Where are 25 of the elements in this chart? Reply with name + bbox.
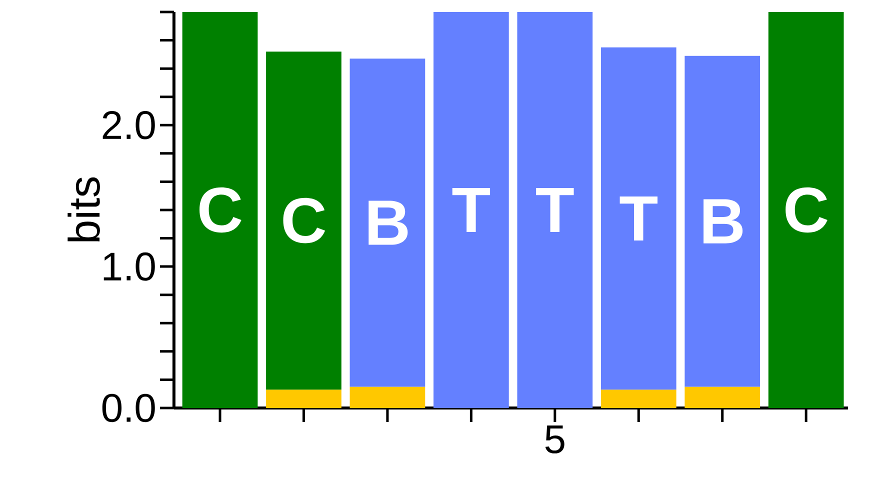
bar <box>434 12 509 408</box>
bar <box>684 56 760 387</box>
bar <box>350 386 426 408</box>
y-tick-label: 0.0 <box>102 394 155 422</box>
y-tick-label: 2.0 <box>102 110 155 140</box>
y-tick-label: 1.0 <box>104 252 155 281</box>
y-axis-title: bits <box>68 177 100 242</box>
bar <box>768 12 844 408</box>
series-label: T <box>620 196 658 240</box>
bar <box>266 390 342 408</box>
bar <box>350 58 426 387</box>
bar <box>600 390 676 408</box>
series-label: B <box>704 199 743 244</box>
text: C <box>200 187 242 233</box>
x-tick-label: 5 <box>545 426 564 454</box>
bar <box>600 47 676 390</box>
text: C <box>786 187 828 233</box>
text: B <box>368 200 408 245</box>
bar <box>684 386 760 408</box>
bar <box>182 12 258 408</box>
bar <box>517 12 593 408</box>
text: T <box>452 188 490 232</box>
bar <box>266 52 342 390</box>
text: T <box>536 188 574 232</box>
series-label: C <box>283 198 326 244</box>
